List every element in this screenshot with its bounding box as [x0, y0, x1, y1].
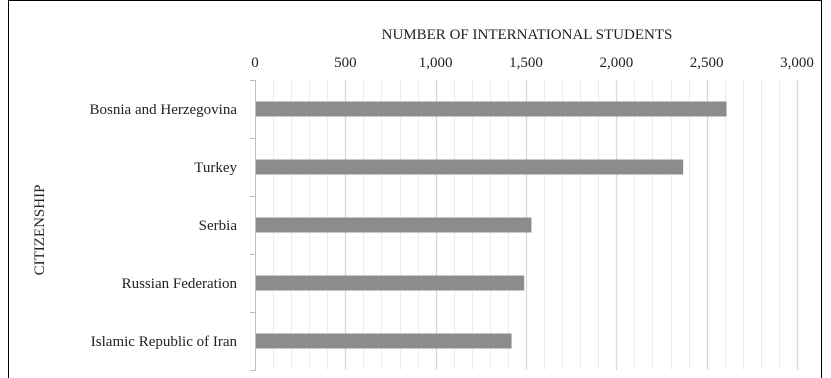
x-tick-label: 1,500	[509, 55, 543, 71]
category-label: Turkey	[194, 160, 237, 176]
y-axis-title: CITIZENSHIP	[32, 185, 48, 276]
bar	[256, 333, 512, 349]
x-axis-title: NUMBER OF INTERNATIONAL STUDENTS	[382, 27, 673, 43]
x-tick-label: 2,500	[690, 55, 724, 71]
bar	[256, 275, 525, 291]
category-label: Bosnia and Herzegovina	[90, 102, 238, 118]
x-tick-label: 500	[334, 55, 357, 71]
chart-border	[8, 0, 822, 378]
category-label: Serbia	[199, 218, 238, 234]
category-label: Russian Federation	[122, 276, 238, 292]
x-tick-label: 1,000	[419, 55, 453, 71]
bar	[256, 159, 684, 175]
x-tick-label: 3,000	[780, 55, 814, 71]
x-tick-label: 0	[251, 55, 259, 71]
x-tick-label: 2,000	[599, 55, 633, 71]
category-label: Islamic Republic of Iran	[91, 334, 238, 350]
bar	[256, 101, 727, 117]
bar	[256, 217, 532, 233]
